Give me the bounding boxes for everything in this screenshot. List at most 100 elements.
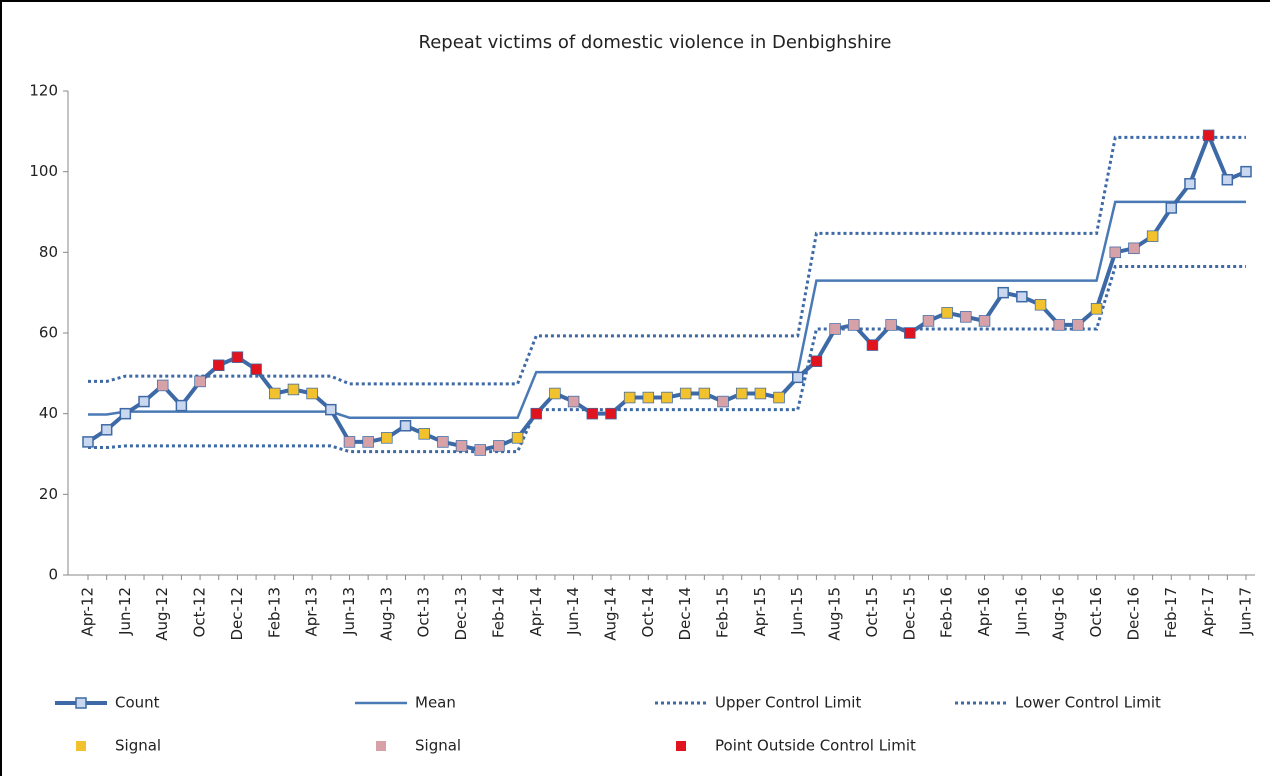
- signal-marker: [1054, 319, 1065, 330]
- chart-title: Repeat victims of domestic violence in D…: [419, 32, 892, 53]
- signal-marker: [886, 319, 897, 330]
- signal-marker: [381, 432, 392, 443]
- x-tick-label: Oct-16: [1087, 587, 1105, 637]
- x-tick-label: Feb-14: [489, 587, 507, 638]
- signal-marker: [456, 440, 467, 451]
- x-tick-label: Apr-13: [303, 587, 321, 637]
- legend-swatch: [75, 697, 87, 709]
- signal-marker: [1110, 247, 1121, 258]
- signal-marker: [213, 360, 224, 371]
- signal-marker: [718, 396, 729, 407]
- y-tick-label: 20: [39, 485, 58, 503]
- signal-marker: [475, 444, 486, 455]
- signal-marker: [251, 364, 262, 375]
- signal-marker: [419, 428, 430, 439]
- count-marker: [175, 399, 188, 412]
- x-tick-label: Oct-13: [415, 587, 433, 637]
- signal-marker: [979, 315, 990, 326]
- legend-swatch: [676, 741, 686, 751]
- signal-marker: [848, 319, 859, 330]
- x-tick-label: Jun-15: [788, 587, 806, 636]
- legend-swatch: [76, 741, 86, 751]
- x-tick-label: Feb-15: [714, 587, 732, 638]
- signal-marker: [1072, 319, 1083, 330]
- signal-marker: [157, 380, 168, 391]
- y-tick-label: 120: [29, 82, 58, 100]
- y-tick-label: 0: [48, 566, 58, 584]
- signal-marker: [960, 311, 971, 322]
- legend-label: Signal: [415, 737, 461, 755]
- signal-marker: [830, 323, 841, 334]
- signal-marker: [923, 315, 934, 326]
- signal-marker: [512, 432, 523, 443]
- x-tick-label: Feb-13: [265, 587, 283, 638]
- signal-marker: [605, 408, 616, 419]
- signal-marker: [624, 392, 635, 403]
- signal-marker: [680, 388, 691, 399]
- x-tick-label: Jun-17: [1237, 587, 1255, 636]
- signal-marker: [1128, 243, 1139, 254]
- signal-marker: [493, 440, 504, 451]
- y-tick-label: 80: [39, 243, 58, 261]
- series-line: [88, 200, 1246, 419]
- x-tick-label: Jun-16: [1012, 587, 1030, 636]
- signal-marker: [643, 392, 654, 403]
- legend-swatch: [376, 741, 386, 751]
- signal-marker: [587, 408, 598, 419]
- x-tick-label: Aug-14: [601, 587, 619, 641]
- y-tick-label: 40: [39, 404, 58, 422]
- x-tick-label: Apr-12: [79, 587, 97, 637]
- x-tick-label: Dec-15: [900, 587, 918, 641]
- count-marker: [997, 286, 1009, 299]
- x-tick-label: Apr-17: [1199, 587, 1217, 637]
- count-marker: [1240, 165, 1252, 178]
- x-tick-label: Apr-14: [527, 587, 545, 637]
- signal-marker: [774, 392, 785, 403]
- signal-marker: [269, 388, 280, 399]
- signal-marker: [437, 436, 448, 447]
- signal-marker: [363, 436, 374, 447]
- signal-marker: [1147, 231, 1158, 242]
- x-tick-label: Feb-16: [938, 587, 956, 638]
- signal-marker: [195, 376, 206, 387]
- x-tick-label: Aug-12: [153, 587, 171, 641]
- y-tick-label: 60: [39, 324, 58, 342]
- x-tick-label: Jun-14: [564, 587, 582, 636]
- count-marker: [1184, 178, 1196, 190]
- signal-marker: [755, 388, 766, 399]
- count-marker: [1221, 173, 1234, 186]
- signal-marker: [531, 408, 542, 419]
- x-tick-label: Jun-12: [116, 587, 134, 636]
- signal-marker: [549, 388, 560, 399]
- x-tick-label: Oct-15: [863, 587, 881, 637]
- signal-marker: [904, 328, 915, 338]
- count-marker: [1165, 202, 1178, 214]
- signal-marker: [662, 392, 672, 403]
- count-marker: [138, 395, 150, 408]
- count-marker: [100, 424, 113, 436]
- signal-marker: [568, 396, 579, 407]
- series-line: [88, 264, 1246, 454]
- count-marker: [82, 436, 94, 448]
- count-marker: [1016, 290, 1028, 303]
- x-tick-label: Jun-13: [340, 587, 358, 636]
- legend-label: Upper Control Limit: [715, 694, 861, 712]
- count-marker: [399, 420, 412, 432]
- x-tick-label: Dec-16: [1124, 587, 1142, 641]
- legend-label: Mean: [415, 694, 456, 712]
- y-tick-label: 100: [29, 162, 58, 180]
- x-tick-label: Oct-14: [639, 587, 657, 637]
- x-tick-label: Aug-15: [826, 587, 844, 641]
- signal-marker: [867, 340, 878, 351]
- x-tick-label: Feb-17: [1162, 587, 1180, 638]
- legend-label: Count: [115, 694, 160, 712]
- x-tick-label: Apr-15: [751, 587, 769, 637]
- count-marker: [119, 407, 132, 420]
- signal-marker: [736, 388, 747, 399]
- x-tick-label: Aug-16: [1050, 587, 1068, 641]
- signal-marker: [1203, 130, 1214, 141]
- signal-marker: [942, 307, 953, 318]
- x-tick-label: Oct-12: [191, 587, 209, 637]
- x-tick-label: Aug-13: [377, 587, 395, 641]
